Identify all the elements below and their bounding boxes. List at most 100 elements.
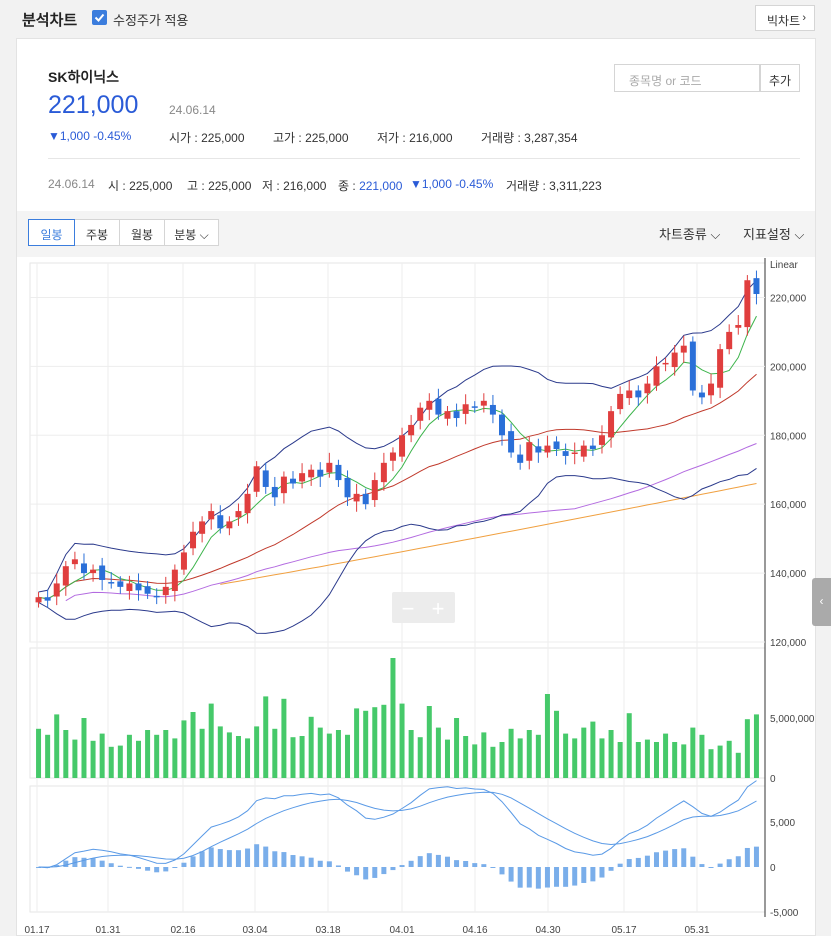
adjusted-price-label[interactable]: 수정주가 적용 [113, 13, 189, 28]
macd-histogram-bar [136, 867, 142, 869]
volume-bar [381, 704, 387, 778]
macd-histogram-bar [217, 849, 223, 867]
macd-histogram-bar [181, 862, 187, 867]
candle-body [462, 404, 469, 414]
macd-histogram-bar [345, 867, 351, 872]
high-stat: 고가 : 225,000 [273, 131, 349, 145]
macd-histogram-bar [617, 863, 623, 867]
volume-bar [508, 728, 514, 778]
candle-body [90, 569, 97, 574]
volume-bar [199, 728, 205, 778]
macd-histogram-bar [463, 860, 469, 867]
indicator-settings-dropdown[interactable]: 지표설정 ⌵ [743, 227, 805, 242]
volume-bar [472, 744, 478, 778]
candle-body [190, 531, 197, 549]
candle-body [162, 586, 169, 596]
volume-bar [544, 694, 550, 778]
macd-histogram-bar [454, 860, 460, 867]
candle-body [99, 565, 106, 580]
volume-bar [708, 749, 714, 778]
collapse-panel-button[interactable]: ‹ [812, 578, 831, 626]
candle-body [289, 478, 296, 484]
detail-high: 고 : 225,000 [187, 179, 252, 193]
volume-bar [54, 714, 60, 778]
candle-body [389, 452, 396, 461]
tab-monthly[interactable]: 월봉 [119, 219, 165, 246]
candle-body [308, 469, 315, 478]
tab-minute[interactable]: 분봉 ⌵ [164, 219, 219, 246]
volume-bar [681, 744, 687, 778]
macd-histogram-bar [363, 867, 369, 880]
macd-histogram-bar [753, 846, 759, 867]
candle-body [117, 581, 124, 587]
macd-histogram-bar [726, 859, 732, 867]
macd-histogram-bar [408, 860, 414, 867]
macd-histogram-bar [163, 867, 169, 872]
ma120-line [220, 483, 757, 585]
candle-body [226, 521, 233, 529]
volume-bar [345, 734, 351, 778]
volume-bar [172, 738, 178, 778]
candle-body [708, 383, 715, 396]
macd-histogram-bar [190, 856, 196, 867]
candle-body [671, 352, 678, 368]
chart-type-dropdown[interactable]: 차트종류 ⌵ [659, 227, 721, 242]
bollinger-lower-line [38, 467, 757, 634]
volume-bar [490, 746, 496, 778]
volume-bar [644, 739, 650, 778]
volume-bar [281, 698, 287, 778]
macd-histogram-bar [517, 867, 523, 888]
detail-close: 종 : 221,000 [338, 179, 403, 193]
tab-daily[interactable]: 일봉 [28, 219, 75, 246]
macd-histogram-bar [481, 864, 487, 867]
price-plot-area [29, 262, 766, 643]
bigchart-button[interactable]: 빅차트 › [755, 5, 815, 31]
volume-bar [753, 714, 759, 778]
candle-body [562, 451, 569, 456]
volume-bar [208, 703, 214, 778]
scale-label: Linear [770, 260, 798, 271]
volume-bar [481, 732, 487, 778]
stock-search-input[interactable]: 종목명 or 코드 [614, 64, 760, 92]
price-y-tick-label: 180,000 [770, 431, 807, 442]
price-date: 24.06.14 [169, 103, 216, 117]
adjusted-price-checkbox[interactable] [92, 10, 107, 25]
current-price: 221,000 [48, 91, 139, 119]
volume-bar [454, 718, 460, 778]
zoom-in-button: + [432, 596, 445, 621]
ma20-line [38, 373, 757, 600]
candle-body [426, 400, 433, 410]
candle-body [735, 325, 742, 328]
volume-bar [635, 742, 641, 778]
volume-bar [408, 730, 414, 778]
add-button[interactable]: 추가 [760, 64, 800, 92]
ma5-line [38, 315, 757, 600]
candle-body [644, 383, 651, 394]
price-y-tick-label: 140,000 [770, 569, 807, 580]
volume-bar [154, 734, 160, 778]
volume-bar [308, 716, 314, 778]
macd-histogram-bar [72, 857, 78, 867]
detail-change: ▼1,000 -0.45% [410, 177, 494, 191]
volume-bar [235, 736, 241, 778]
volume-y-tick-label: 0 [770, 774, 776, 785]
candle-body [744, 280, 751, 328]
macd-histogram-bar [590, 867, 596, 882]
candle-body [326, 462, 333, 473]
macd-histogram-bar [108, 863, 114, 867]
macd-histogram-bar [272, 851, 278, 867]
check-icon [94, 13, 105, 22]
macd-histogram-bar [626, 859, 632, 867]
candle-body [153, 595, 160, 598]
macd-histogram-bar [417, 856, 423, 867]
tab-weekly[interactable]: 주봉 [74, 219, 120, 246]
macd-histogram-bar [399, 865, 405, 867]
chevron-down-icon: ⌵ [706, 227, 721, 242]
candle-body [453, 411, 460, 419]
candle-body [317, 469, 324, 477]
candle-body [753, 278, 760, 295]
candle-body [353, 493, 360, 502]
volume-bar [45, 734, 51, 778]
volume-bar [299, 736, 305, 778]
